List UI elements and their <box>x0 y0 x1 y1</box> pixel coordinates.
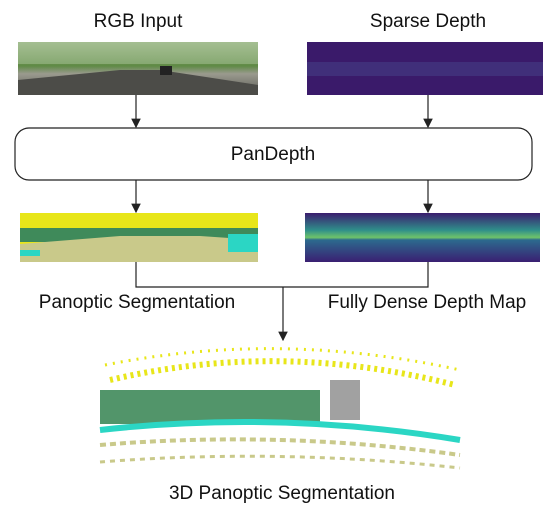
rgb-input-label: RGB Input <box>94 11 183 32</box>
panoptic-segmentation-label: Panoptic Segmentation <box>39 292 235 313</box>
dense-depth-image <box>305 213 540 262</box>
rgb-image <box>18 42 258 95</box>
connector <box>136 262 428 287</box>
segmentation-image <box>20 213 258 262</box>
sparse-depth-label: Sparse Depth <box>370 11 486 32</box>
3d-panoptic-label: 3D Panoptic Segmentation <box>169 483 395 504</box>
3d-panoptic-image <box>98 342 462 470</box>
diagram: RGB Input Sparse Depth PanDepth Panoptic… <box>0 0 545 506</box>
pandepth-label: PanDepth <box>231 144 316 165</box>
sparse-depth-image <box>307 42 543 95</box>
dense-depth-label: Fully Dense Depth Map <box>328 292 527 313</box>
